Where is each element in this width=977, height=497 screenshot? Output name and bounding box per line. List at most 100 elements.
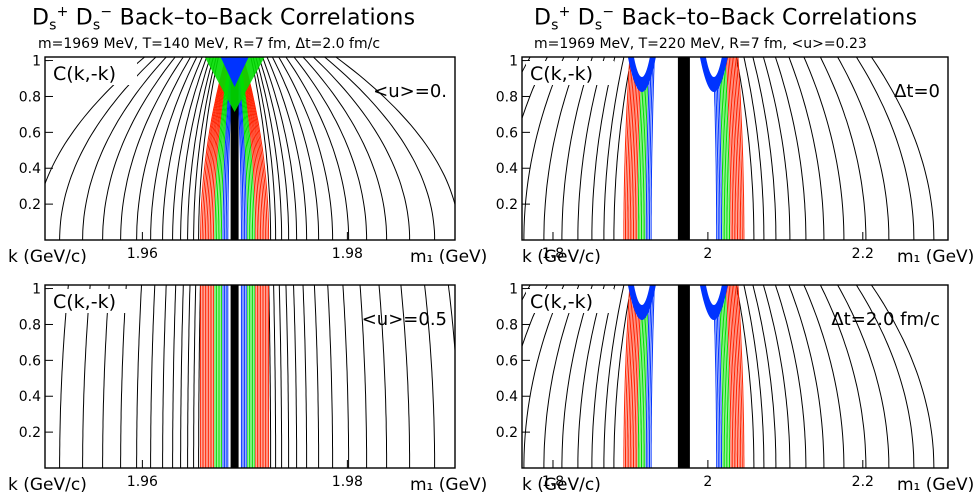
contour-line	[424, 285, 436, 468]
contour-line	[728, 285, 735, 468]
contour-line	[293, 285, 298, 468]
contour-line	[733, 57, 740, 240]
contour-line	[262, 57, 298, 240]
annotation: <u>=0.5	[362, 309, 447, 330]
contour-line	[743, 57, 765, 240]
contour-lines	[45, 285, 455, 468]
contour-line	[727, 285, 734, 468]
panel-3: 0.2 0.4 0.6 0.8 1 1.96 1.98 C(k,-k) <u>=0.5 k (Ge…	[8, 282, 487, 495]
peak-core	[230, 285, 239, 468]
contour-line	[313, 57, 411, 240]
contour-line	[650, 285, 655, 468]
contour-line	[855, 285, 915, 468]
contour-line	[198, 285, 201, 468]
panel-1: 0.2 0.4 0.6 0.8 1 1.96 1.98 C(k,-k) <u>=0. k (GeV…	[8, 54, 487, 267]
x-tick-label: 1.96	[127, 246, 158, 262]
contour-line	[200, 57, 227, 240]
y-tick-label: 1	[509, 54, 518, 70]
plot-frame	[521, 56, 949, 241]
contour-line	[603, 57, 625, 240]
contour-line	[730, 285, 737, 468]
y-tick-label: 0.4	[496, 389, 518, 405]
contour-line	[162, 57, 203, 240]
contour-line	[724, 57, 730, 240]
contour-line	[631, 285, 638, 468]
contour-line	[252, 57, 277, 240]
contour-line	[198, 57, 219, 240]
contour-line	[250, 57, 272, 240]
contour-line	[187, 57, 214, 240]
x-tick-label: 2	[703, 246, 712, 262]
contour-line	[837, 57, 890, 240]
x-tick-label: 1.8	[542, 474, 564, 490]
contour-line	[278, 285, 283, 468]
contour-line	[819, 57, 867, 240]
x-tick-label: 1.98	[332, 246, 363, 262]
contour-line	[313, 285, 320, 468]
contour-line	[752, 57, 777, 240]
contour-line	[735, 285, 755, 468]
y-tick-label: 0.8	[496, 317, 518, 333]
contour-line	[623, 57, 631, 240]
contour-line	[273, 285, 277, 468]
contour-line	[302, 57, 388, 240]
contour-line	[522, 285, 548, 348]
y-tick-label: 0.4	[19, 161, 41, 177]
contour-line	[278, 57, 334, 240]
contour-line	[400, 285, 411, 468]
contour-line	[628, 285, 635, 468]
contour-line	[45, 57, 145, 186]
left-title-text: Back–to–Back Correlations	[119, 5, 416, 31]
y-axis-label: k (GeV/c)	[522, 247, 601, 267]
contour-line	[728, 57, 735, 240]
contour-line	[302, 285, 308, 468]
y-tick-label: 0.2	[19, 197, 41, 213]
white-dip	[633, 57, 650, 77]
contour-line	[82, 57, 167, 240]
contour-line	[523, 285, 565, 468]
contour-line	[102, 285, 110, 468]
contour-line	[150, 57, 198, 240]
contour-line	[180, 285, 184, 468]
contour-line	[629, 57, 637, 240]
y-tick-label: 0.8	[19, 317, 41, 333]
y-tick-label: 0.2	[496, 197, 518, 213]
contour-line	[647, 57, 652, 240]
y-tick-label: 0.2	[19, 425, 41, 441]
contour-line	[82, 285, 91, 468]
contour-line	[723, 57, 729, 240]
contour-line	[629, 285, 637, 468]
contour-line	[774, 285, 807, 468]
panel-4: 0.2 0.4 0.6 0.8 1 1.8 2 2.2 C(k,-k) Δt=2.0 fm/c k …	[496, 282, 975, 495]
contour-line	[721, 285, 727, 468]
white-dip	[633, 285, 650, 305]
contour-line	[59, 285, 69, 468]
inner-label: C(k,-k)	[53, 63, 116, 85]
x-tick-label: 2.2	[852, 474, 874, 490]
contour-line	[625, 285, 632, 468]
contour-line	[752, 285, 777, 468]
contour-line	[193, 57, 217, 240]
contour-line	[204, 57, 228, 240]
contour-line	[603, 285, 625, 468]
contour-line	[241, 57, 266, 240]
peak-core	[230, 57, 239, 240]
contour-line	[733, 285, 740, 468]
contour-line	[734, 57, 742, 240]
inner-label-bg	[526, 61, 614, 85]
contour-line	[201, 57, 227, 240]
x-axis-label: m₁ (GeV)	[897, 475, 974, 495]
contour-line	[725, 285, 732, 468]
contour-line	[737, 285, 745, 468]
contour-line	[725, 57, 732, 240]
y-tick-label: 1	[509, 282, 518, 298]
contour-line	[870, 285, 935, 468]
contour-lines	[522, 57, 935, 240]
contour-line	[645, 285, 651, 468]
peak-core	[677, 57, 690, 240]
x-axis-label: m₁ (GeV)	[410, 475, 487, 495]
contour-line	[724, 285, 730, 468]
contour-line	[271, 57, 320, 240]
contour-line	[837, 285, 890, 468]
